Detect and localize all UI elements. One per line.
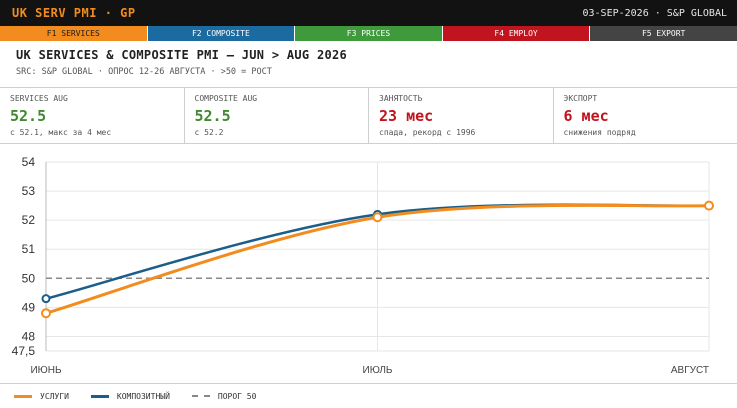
source-line: SRC: S&P GLOBAL · ОПРОС 12-26 АВГУСТА · … <box>16 67 272 77</box>
legend-item-threshold[interactable]: ПОРОГ 50 <box>191 391 257 401</box>
legend-label: ПОРОГ 50 <box>217 391 257 401</box>
legend-label: УСЛУГИ <box>40 391 69 401</box>
app-title: UK SERV PMI · GP <box>12 6 136 20</box>
kpi-value: 6 мес <box>563 107 609 125</box>
legend-label: КОМПОЗИТНЫЙ <box>116 391 170 401</box>
kpi-label: ЭКСПОРТ <box>563 94 598 103</box>
kpi-note: с 52.1, макс за 4 мес <box>10 128 112 137</box>
tab-export[interactable]: F5 EXPORT <box>590 26 737 41</box>
legend-item-composite[interactable]: КОМПОЗИТНЫЙ <box>90 391 170 401</box>
y-tick-label: 54 <box>22 155 36 169</box>
kpi-value: 23 мес <box>379 107 434 125</box>
kpi-strip: SERVICES AUG 52.5 с 52.1, макс за 4 мес … <box>0 87 737 144</box>
date-source-label: 03-SEP-2026 · S&P GLOBAL <box>582 7 728 19</box>
y-tick-label: 50 <box>22 271 36 285</box>
chart-legend: УСЛУГИ КОМПОЗИТНЫЙ ПОРОГ 50 <box>0 383 737 408</box>
y-tick-label: 51 <box>22 242 36 256</box>
x-tick-label: АВГУСТ <box>671 365 709 376</box>
kpi-note: снижения подряд <box>563 128 636 137</box>
legend-swatch-threshold <box>191 395 210 397</box>
pmi-line-chart: 54 53 52 51 50 49 48 47,5 ИЮНЬ ИЮЛЬ АВГУСТ <box>0 150 737 382</box>
kpi-export: ЭКСПОРТ 6 мес снижения подряд <box>554 88 737 143</box>
tab-services[interactable]: F1 SERVICES <box>0 26 148 41</box>
kpi-value: 52.5 <box>194 107 231 125</box>
x-tick-label: ИЮЛЬ <box>363 365 393 376</box>
kpi-composite: COMPOSITE AUG 52.5 с 52.2 <box>185 88 369 143</box>
tab-prices[interactable]: F3 PRICES <box>295 26 443 41</box>
y-tick-label: 47,5 <box>12 344 36 358</box>
kpi-employment: ЗАНЯТОСТЬ 23 мес спада, рекорд с 1996 <box>369 88 554 143</box>
kpi-label: ЗАНЯТОСТЬ <box>379 94 423 103</box>
legend-item-services[interactable]: УСЛУГИ <box>14 392 69 401</box>
legend-swatch-services <box>14 394 32 398</box>
page-title: UK SERVICES & COMPOSITE PMI — JUN > AUG … <box>16 48 348 62</box>
data-point-services <box>41 308 51 319</box>
kpi-value: 52.5 <box>10 107 47 125</box>
y-tick-label: 52 <box>22 213 36 227</box>
x-tick-label: ИЮНЬ <box>30 365 62 376</box>
kpi-services: SERVICES AUG 52.5 с 52.1, макс за 4 мес <box>0 88 185 143</box>
function-key-bar: F1 SERVICES F2 COMPOSITE F3 PRICES F4 EM… <box>0 26 737 41</box>
data-point-services <box>704 200 714 211</box>
tab-composite[interactable]: F2 COMPOSITE <box>147 26 296 41</box>
y-tick-label: 48 <box>22 329 36 343</box>
kpi-note: с 52.2 <box>194 128 224 137</box>
title-bar: UK SERV PMI · GP 03-SEP-2026 · S&P GLOBA… <box>0 0 737 26</box>
data-point-composite <box>41 294 51 304</box>
legend-swatch-composite <box>90 394 109 398</box>
kpi-label: SERVICES AUG <box>10 94 68 103</box>
y-tick-label: 49 <box>22 300 36 314</box>
tab-employ[interactable]: F4 EMPLOY <box>442 26 591 41</box>
data-point-services <box>372 212 383 223</box>
kpi-note: спада, рекорд с 1996 <box>379 128 476 137</box>
y-tick-label: 53 <box>22 184 36 198</box>
kpi-label: COMPOSITE AUG <box>194 94 258 103</box>
